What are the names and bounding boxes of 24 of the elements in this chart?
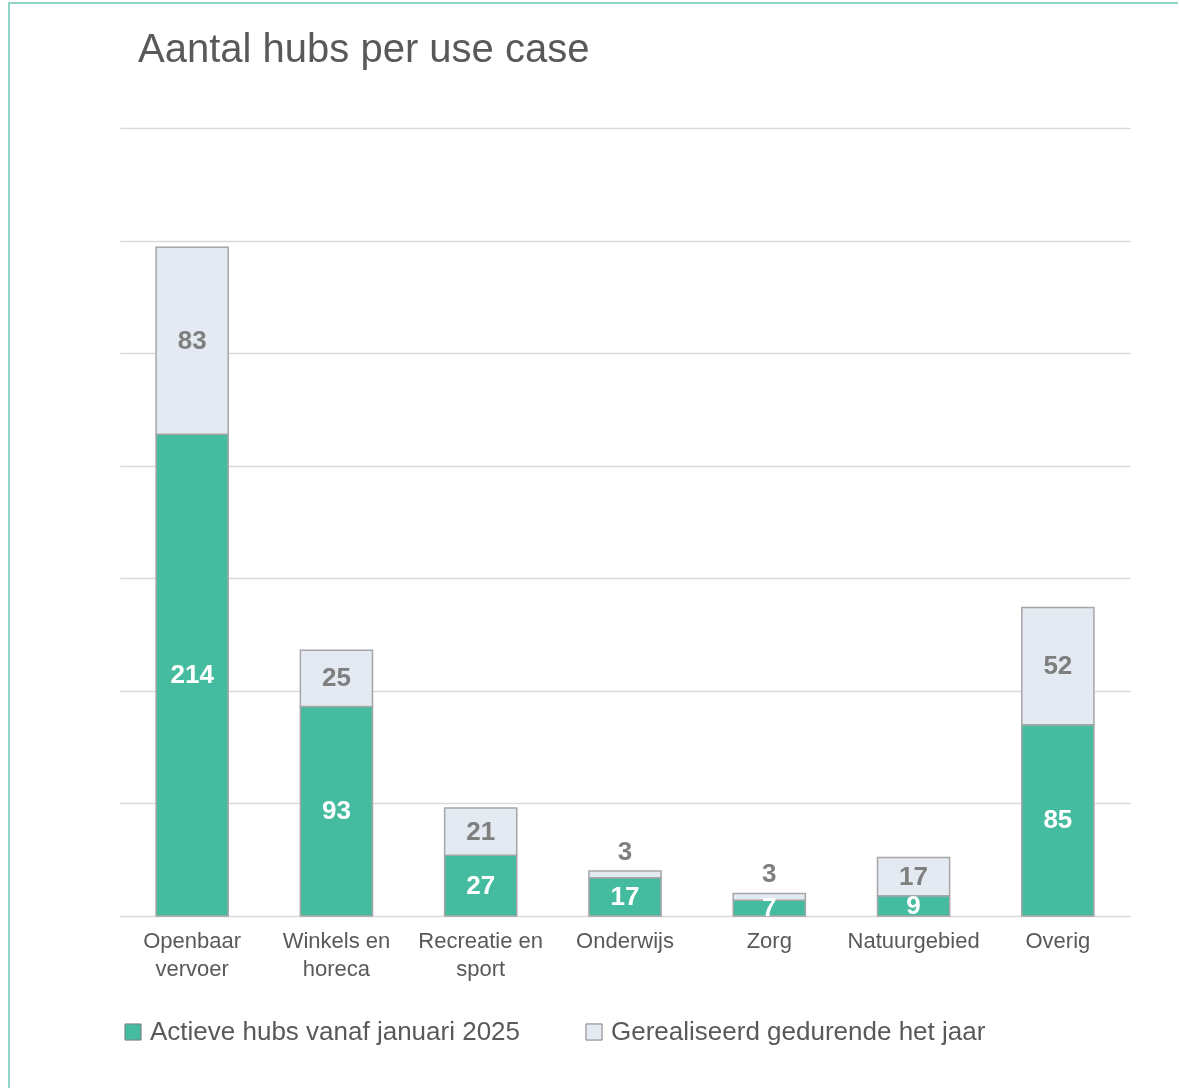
data-label: 9 xyxy=(906,889,921,920)
x-tick-label: Openbaar vervoer xyxy=(143,927,242,981)
data-label: 85 xyxy=(1043,804,1073,835)
x-tick-label: Onderwijs xyxy=(576,927,674,953)
data-label: 3 xyxy=(762,858,777,889)
data-label: 93 xyxy=(321,795,351,826)
legend-label: Actieve hubs vanaf januari 2025 xyxy=(150,1016,521,1046)
x-tick-label: Natuurgebied xyxy=(847,927,980,953)
data-label: 3 xyxy=(617,835,633,866)
x-tick-label: Winkels en horeca xyxy=(282,927,391,981)
data-label: 52 xyxy=(1043,650,1073,681)
data-label: 21 xyxy=(466,815,496,846)
chart-title: Aantal hubs per use case xyxy=(138,26,590,70)
data-label: 27 xyxy=(466,869,496,900)
data-label: 25 xyxy=(321,662,351,693)
x-tick-label: Overig xyxy=(1025,927,1091,953)
x-tick-label: Recreatie en sport xyxy=(418,927,544,981)
data-label: 83 xyxy=(177,324,207,355)
x-tick-label: Zorg xyxy=(746,927,792,953)
data-label: 17 xyxy=(899,860,929,891)
data-label: 17 xyxy=(610,880,640,911)
legend-label: Gerealiseerd gedurende het jaar xyxy=(611,1016,986,1046)
data-label: 7 xyxy=(762,892,777,923)
data-label: 214 xyxy=(170,659,215,690)
